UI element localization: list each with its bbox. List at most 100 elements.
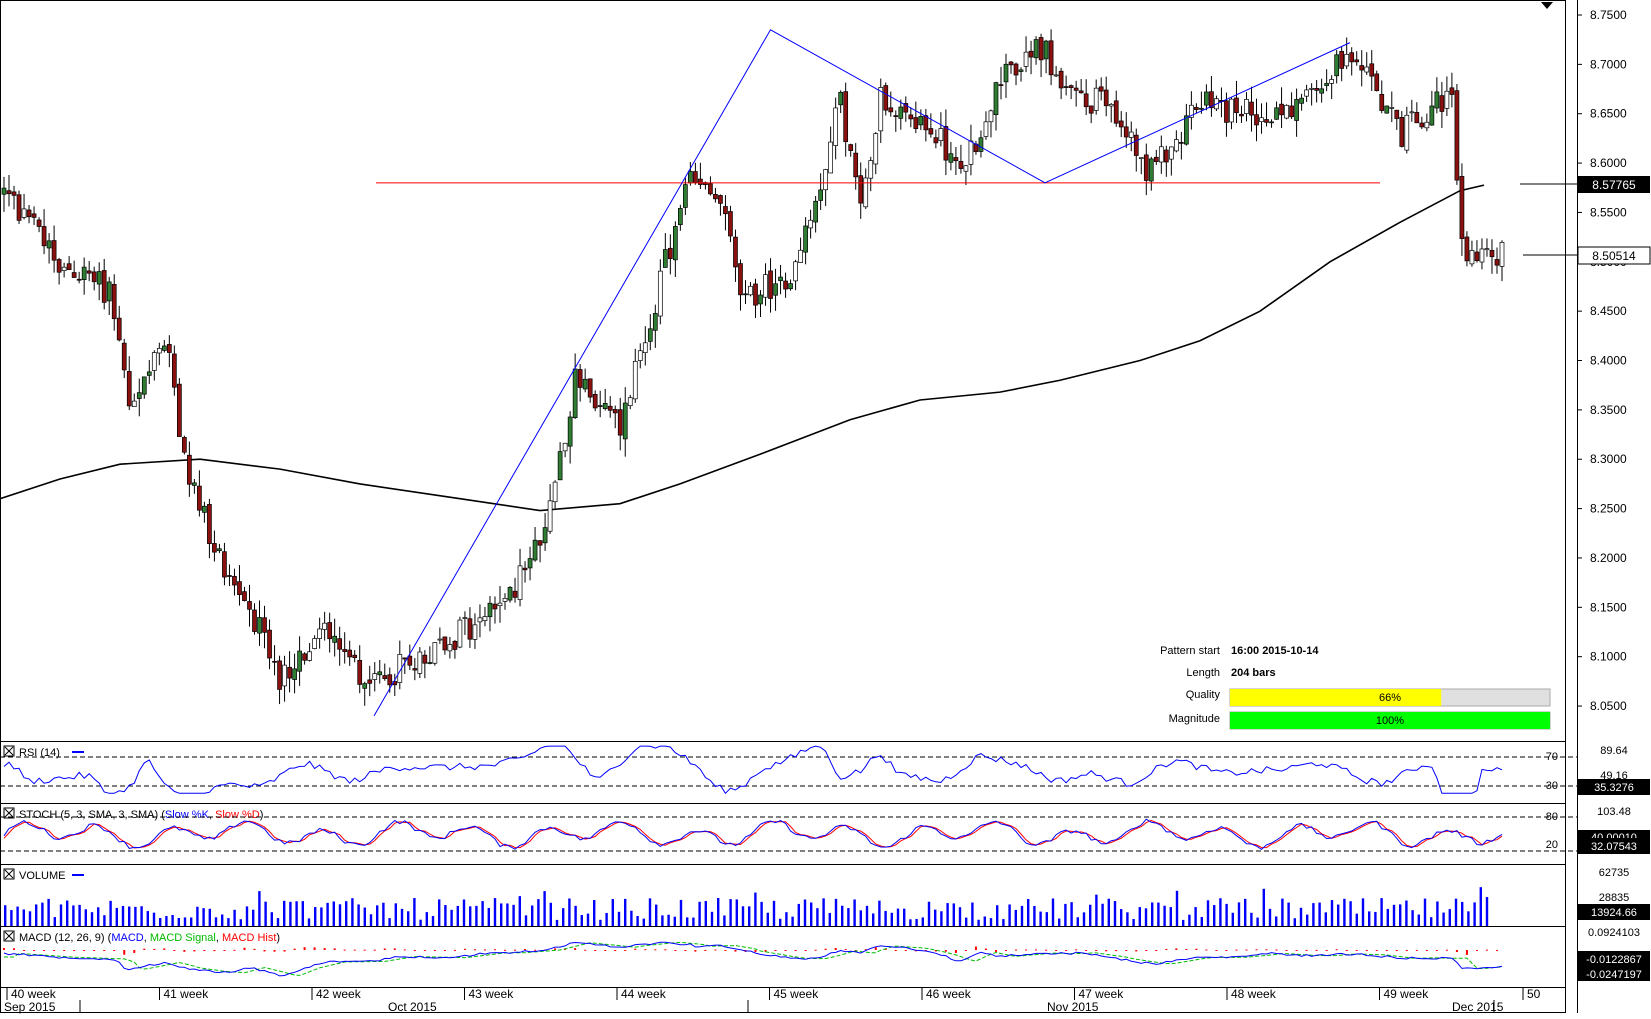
candle-body xyxy=(768,270,773,299)
candle-body xyxy=(377,671,383,676)
volume-bar xyxy=(1256,917,1259,926)
volume-bar xyxy=(679,899,683,926)
candle-body xyxy=(227,575,232,577)
candle-body xyxy=(873,133,879,165)
macd-hist-bar xyxy=(864,949,867,951)
candle-body xyxy=(833,107,839,146)
macd-hist-bar xyxy=(123,950,126,955)
candle-body xyxy=(31,213,37,218)
quality-label: Quality xyxy=(1186,689,1221,701)
macd-hist-bar xyxy=(944,950,947,952)
volume-bar xyxy=(531,905,534,926)
candle-body xyxy=(1078,90,1084,94)
candle-body xyxy=(1043,40,1049,60)
volume-bar xyxy=(1225,903,1228,926)
candle-body xyxy=(1384,105,1390,114)
candle-body xyxy=(678,208,683,226)
candle-body xyxy=(352,654,358,659)
macd-hist-bar xyxy=(333,948,336,950)
macd-hist-bar xyxy=(373,949,376,951)
candle-body xyxy=(1264,119,1269,123)
macd-hist-bar xyxy=(614,950,617,951)
macd-hist-bar xyxy=(764,950,767,952)
volume-bar xyxy=(1182,919,1185,926)
candle-body xyxy=(843,91,849,143)
volume-bar xyxy=(1349,901,1352,926)
volume-bar xyxy=(270,912,273,926)
volume-bar xyxy=(729,899,732,926)
volume-bar xyxy=(667,914,670,926)
price-tick-label: 8.3000 xyxy=(1590,452,1627,466)
volume-bar xyxy=(345,901,348,926)
candle-body xyxy=(978,137,984,152)
macd-hist-bar xyxy=(804,950,807,951)
volume-bar xyxy=(121,905,125,926)
volume-bar xyxy=(400,908,404,926)
macd-hist-bar xyxy=(193,950,196,952)
candle-body xyxy=(1344,53,1350,67)
candle-body xyxy=(1364,66,1370,73)
macd-hist-bar xyxy=(834,947,837,950)
macd-hist-bar xyxy=(1185,948,1188,950)
candle-body xyxy=(1118,120,1124,128)
candle-body xyxy=(637,350,643,361)
macd-hist-bar xyxy=(964,950,967,951)
volume-bar xyxy=(59,904,63,926)
stoch-level-80-label: 80 xyxy=(1546,811,1558,823)
stoch-axis-top: 103.48 xyxy=(1597,806,1631,818)
volume-bar xyxy=(1206,900,1210,926)
candle-body xyxy=(277,660,282,690)
volume-bar xyxy=(915,918,918,926)
macd-hist-bar xyxy=(504,949,507,951)
candle-body xyxy=(427,662,433,664)
moving-average xyxy=(0,184,1485,512)
volume-bar xyxy=(66,900,69,926)
candle-body xyxy=(1359,65,1365,71)
macd-hist-bar xyxy=(724,950,727,951)
macd-hist-bar xyxy=(1285,950,1288,951)
volume-bar xyxy=(648,898,652,926)
candle-body xyxy=(417,651,423,674)
volume-bar xyxy=(1343,898,1346,926)
candle-body xyxy=(407,655,413,666)
candle-body xyxy=(297,650,302,672)
volume-bar xyxy=(599,919,602,926)
candle-body xyxy=(1189,104,1194,118)
volume-bar xyxy=(140,906,143,926)
volume-bar xyxy=(1330,900,1334,926)
volume-bar xyxy=(1157,902,1160,926)
macd-hist-bar xyxy=(173,950,176,951)
volume-bar xyxy=(1126,912,1129,926)
volume-bar xyxy=(72,905,75,926)
macd-hist-bar xyxy=(43,950,46,951)
candle-body xyxy=(1299,97,1304,104)
stoch-panel: STOCH (5, 3, SMA, 3, SMA) (Slow %K, Slow… xyxy=(0,806,1650,854)
candle-body xyxy=(1304,89,1309,97)
candle-body xyxy=(1284,104,1289,119)
candle-body xyxy=(858,175,864,204)
volume-bar xyxy=(543,891,546,926)
macd-hist-bar xyxy=(714,949,717,951)
candle-body xyxy=(257,617,262,634)
candle-body xyxy=(1489,249,1495,258)
macd-hist-bar xyxy=(1445,949,1448,951)
price-tick-label: 8.7500 xyxy=(1590,8,1627,22)
macd-hist-bar xyxy=(103,950,106,951)
candle-body xyxy=(968,140,974,165)
macd-hist-bar xyxy=(1315,949,1318,951)
volume-bar xyxy=(1064,903,1067,926)
scroll-marker-icon[interactable] xyxy=(1541,2,1553,9)
volume-bar xyxy=(865,905,869,926)
volume-bar xyxy=(394,903,397,926)
candle-body xyxy=(347,649,353,658)
candle-body xyxy=(512,590,518,598)
candle-body xyxy=(1254,114,1259,126)
volume-bar xyxy=(1169,907,1172,926)
candle-body xyxy=(292,668,297,680)
price-tick-label: 8.4500 xyxy=(1590,304,1627,318)
candle-body xyxy=(472,624,478,640)
candle-body xyxy=(217,548,222,552)
macd-signal-label: MACD Signal xyxy=(150,932,216,944)
volume-bar xyxy=(332,901,335,926)
volume-bar xyxy=(295,901,298,926)
